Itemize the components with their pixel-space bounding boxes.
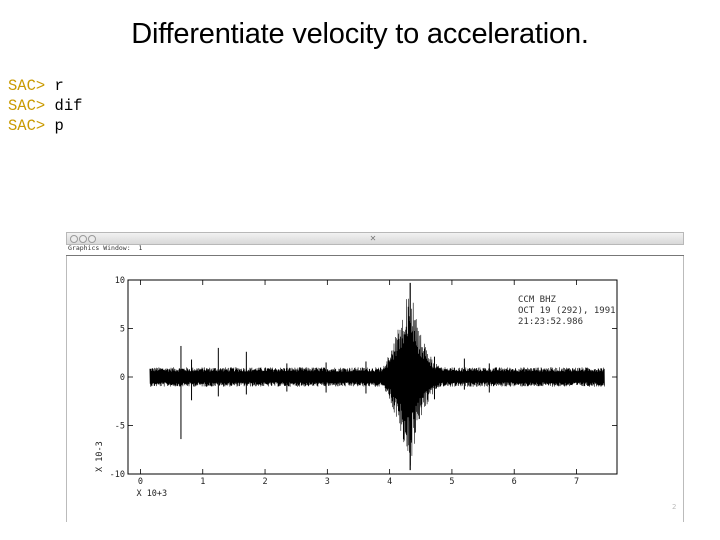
sac-terminal-output: SAC> r SAC> dif SAC> p bbox=[8, 76, 82, 136]
x-tick-label: 0 bbox=[138, 477, 143, 487]
window-minimize-button[interactable] bbox=[79, 235, 87, 243]
terminal-command: r bbox=[45, 77, 64, 95]
x-tick-label: 7 bbox=[574, 477, 579, 487]
x-tick-label: 4 bbox=[387, 477, 392, 487]
annotation-line: CCM BHZ bbox=[518, 295, 557, 305]
slide-title: Differentiate velocity to acceleration. bbox=[131, 18, 589, 50]
annotation-line: 21:23:52.986 bbox=[518, 317, 583, 327]
y-tick-label: -10 bbox=[110, 470, 125, 480]
window-divider bbox=[66, 255, 684, 256]
sac-prompt: SAC> bbox=[8, 97, 46, 115]
y-tick-label: 5 bbox=[120, 325, 125, 335]
x-tick-label: 5 bbox=[449, 477, 454, 487]
x-tick-label: 1 bbox=[200, 477, 205, 487]
y-tick-label: -5 bbox=[115, 422, 125, 432]
seismogram-plot: 0 1 2 3 4 5 6 7 10 5 0 -5 -10 X 10+3 X 10-3 CCM BHZ OCT … bbox=[95, 276, 618, 499]
y-axis-label: X 10-3 bbox=[95, 441, 105, 472]
graphics-window[interactable]: ✕ Graphics Window: 1 0 1 2 3 4 5 6 7 10 5 0 -5 -10 X … bbox=[66, 232, 684, 522]
window-titlebar[interactable]: ✕ bbox=[66, 232, 684, 245]
terminal-line: SAC> dif bbox=[8, 96, 82, 116]
annotation-line: OCT 19 (292), 1991 bbox=[518, 306, 616, 316]
x-axis-label: X 10+3 bbox=[136, 489, 167, 499]
sac-prompt: SAC> bbox=[8, 77, 46, 95]
close-icon: ✕ bbox=[369, 234, 377, 243]
seismogram-trace bbox=[149, 298, 605, 466]
page-number: 2 bbox=[672, 503, 677, 511]
y-tick-label: 10 bbox=[115, 276, 125, 286]
y-tick-label: 0 bbox=[120, 373, 125, 383]
terminal-command: dif bbox=[45, 97, 83, 115]
window-border bbox=[66, 256, 67, 522]
sac-prompt: SAC> bbox=[8, 117, 46, 135]
x-tick-label: 2 bbox=[262, 477, 267, 487]
window-border bbox=[683, 256, 684, 522]
terminal-line: SAC> r bbox=[8, 76, 82, 96]
window-close-button[interactable] bbox=[70, 235, 78, 243]
station-annotation: CCM BHZ OCT 19 (292), 1991 21:23:52.986 bbox=[518, 295, 616, 327]
terminal-line: SAC> p bbox=[8, 116, 82, 136]
x-tick-label: 3 bbox=[325, 477, 330, 487]
terminal-command: p bbox=[45, 117, 64, 135]
window-title: Graphics Window: 1 bbox=[68, 244, 143, 252]
x-tick-label: 6 bbox=[512, 477, 517, 487]
window-maximize-button[interactable] bbox=[88, 235, 96, 243]
